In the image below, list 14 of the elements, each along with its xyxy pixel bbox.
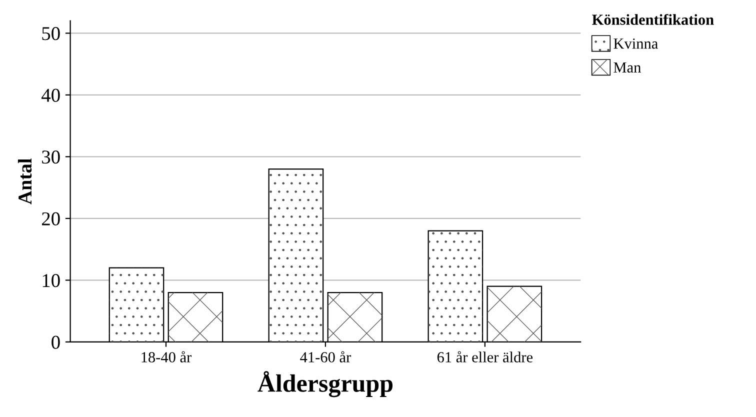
- x-tick-label: 61 år eller äldre: [437, 351, 533, 362]
- x-tick-label: 41-60 år: [300, 351, 351, 362]
- y-tick-label: 10: [42, 274, 60, 288]
- y-tick-label: 0: [52, 336, 60, 349]
- y-tick-label: 20: [42, 212, 60, 226]
- legend-label: Kvinna: [614, 38, 658, 49]
- x-tick-label: 18-40 år: [142, 351, 192, 362]
- y-axis-title: Antal: [18, 158, 32, 204]
- legend-label: Man: [614, 62, 641, 73]
- y-tick-label: 50: [42, 27, 60, 40]
- y-tick-label: 30: [42, 150, 60, 164]
- y-tick-label: 40: [42, 88, 60, 102]
- legend-title: Könsidentifikation: [592, 14, 714, 25]
- x-axis-title: Åldersgrupp: [258, 371, 393, 398]
